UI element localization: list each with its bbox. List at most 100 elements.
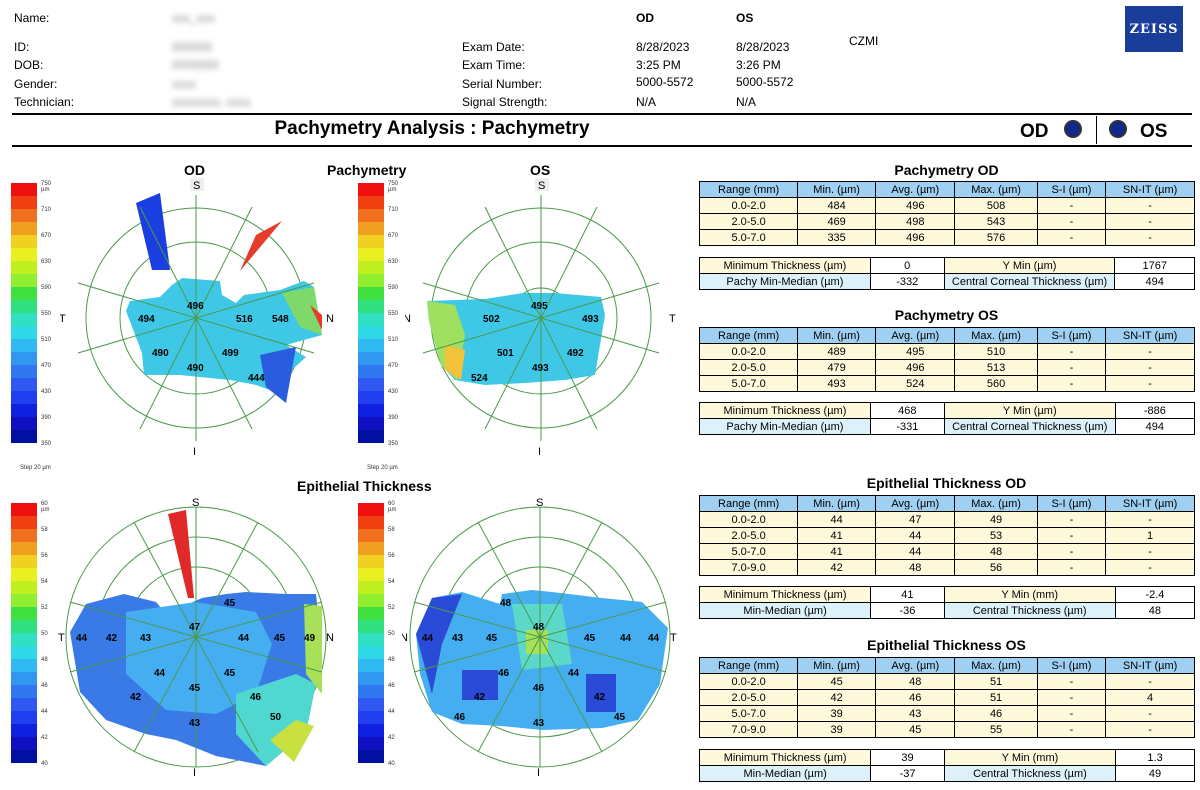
summary-value: 494	[1114, 418, 1196, 435]
table-cell: 42	[797, 689, 877, 706]
pachy-os-thickness-region	[427, 293, 605, 385]
table-cell: -	[1105, 229, 1195, 246]
pachy-os-value: 524	[471, 373, 488, 384]
colorbar-segment	[358, 365, 384, 378]
epi-od-value: 45	[189, 683, 201, 694]
pachy-os-table-title: Pachymetry OS	[894, 307, 999, 323]
colorbar-tick-label: 54	[41, 579, 48, 585]
table-cell: 496	[875, 197, 956, 214]
table-row: 7.0-9.0 42 48 56- -	[698, 559, 1195, 576]
pachy-od-hot-spot	[310, 305, 322, 330]
od-serial-number: 5000-5572	[636, 75, 694, 89]
od-indicator-dot	[1064, 120, 1082, 138]
colorbar-segment	[358, 594, 384, 607]
summary-value: 49	[1115, 765, 1195, 782]
epi-os-thin-region	[416, 594, 462, 694]
gender-value: xxxx	[172, 77, 196, 91]
table-cell: -	[1105, 721, 1195, 738]
colorbar-segment	[358, 737, 384, 750]
summary-label: Pachy Min-Median (µm)	[699, 273, 871, 290]
table-cell: -	[1036, 229, 1107, 246]
summary-row: Minimum Thickness (µm) 0 Y Min (µm) 1767	[699, 257, 1195, 274]
name-label: Name:	[14, 11, 50, 25]
epi-section-title: Epithelial Thickness	[297, 478, 432, 494]
table-cell: -	[1105, 705, 1195, 722]
colorbar-segment	[11, 672, 37, 685]
table-cell: -	[1036, 543, 1107, 560]
colorbar-segment	[358, 685, 384, 698]
colorbar-segment	[11, 222, 37, 235]
colorbar-tick-label: 470	[388, 363, 399, 369]
epi-od-table: Range (mm) Min. (µm) Avg. (µm) Max. (µm) S-I…	[698, 495, 1195, 576]
table-cell: 489	[797, 343, 877, 360]
epi-od-value: 45	[224, 598, 236, 609]
summary-value: 494	[1114, 273, 1195, 290]
summary-row: Pachy Min-Median (µm) -332 Central Corneal…	[699, 273, 1195, 290]
table-header-cell: S-I (µm)	[1036, 657, 1107, 674]
colorbar-segment	[358, 659, 384, 672]
table-header-cell: SN-IT (µm)	[1105, 495, 1195, 512]
summary-value: 1767	[1114, 257, 1195, 274]
pachy-os-value: 493	[532, 363, 549, 374]
table-cell: 48	[875, 673, 956, 690]
epi-os-map: S I N T 48 48 44 43 45 45 44 44 46 44 42…	[402, 497, 677, 779]
table-header-cell: Range (mm)	[698, 327, 799, 344]
table-row: 2.0-5.0 41 44 53-1	[698, 527, 1195, 544]
colorbar-tick-label: 46	[41, 683, 48, 689]
colorbar-segment	[11, 313, 37, 326]
epi-os-value: 42	[594, 692, 606, 703]
summary-label: Minimum Thickness (µm)	[699, 402, 871, 419]
summary-label: Central Corneal Thickness (µm)	[943, 418, 1116, 435]
colorbar-segment	[11, 196, 37, 209]
colorbar-tick-label: 750 µm	[388, 181, 399, 193]
table-cell: 479	[797, 359, 877, 376]
table-row: 0.0-2.0 45 48 51- -	[698, 673, 1195, 690]
dob-value: 0/0/0000	[172, 58, 219, 72]
table-cell: -	[1105, 359, 1195, 376]
summary-row: Pachy Min-Median (µm) -331 Central Corneal…	[699, 418, 1196, 435]
summary-row: Min-Median (µm) -36 Central Thickness (µm)…	[698, 602, 1196, 619]
table-cell: 56	[954, 559, 1038, 576]
epi-od-nasal-region	[304, 604, 322, 694]
pachy-od-thin-inferior	[260, 347, 296, 403]
pachy-os-colorbar: 750 µm 710 670 630 590 550 510 470 430 390 350	[358, 181, 398, 447]
colorbar-segment	[11, 555, 37, 568]
colorbar-segment	[358, 620, 384, 633]
epi-od-mid-region	[126, 602, 272, 714]
epi-od-value: 43	[140, 633, 152, 644]
epi-os-thin-spot	[462, 670, 498, 700]
summary-value: 1.3	[1115, 749, 1195, 766]
serial-number-label: Serial Number:	[462, 77, 543, 91]
table-header-cell: Max. (µm)	[954, 181, 1038, 198]
colorbar-segment	[11, 529, 37, 542]
epi-os-table-title: Epithelial Thickness OS	[867, 637, 1026, 653]
colorbar-tick-label: 58	[41, 527, 48, 533]
epi-od-center-value: 47	[189, 622, 201, 633]
table-cell: 496	[875, 229, 956, 246]
colorbar-tick-label: 710	[388, 207, 399, 213]
table-cell: 51	[954, 689, 1038, 706]
summary-label: Central Corneal Thickness (µm)	[943, 273, 1116, 290]
colorbar-tick-label: 44	[41, 709, 48, 715]
table-cell: 43	[875, 705, 956, 722]
colorbar-segment	[11, 417, 37, 430]
pachy-os-value: 502	[483, 314, 500, 325]
table-row: 5.0-7.0 41 44 48- -	[698, 543, 1195, 560]
colorbar-tick-label: 40	[41, 761, 48, 767]
summary-label: Pachy Min-Median (µm)	[699, 418, 871, 435]
summary-value: -886	[1114, 402, 1196, 419]
pachy-od-orient-n: N	[326, 313, 334, 325]
colorbar-segment	[358, 581, 384, 594]
table-cell: 2.0-5.0	[698, 527, 799, 544]
colorbar-segment	[358, 287, 384, 300]
table-cell: -	[1036, 721, 1107, 738]
table-cell: 576	[954, 229, 1038, 246]
colorbar-tick-label: 390	[41, 415, 52, 421]
colorbar-segment	[358, 542, 384, 555]
colorbar-tick-label: 54	[388, 579, 395, 585]
table-cell: 7.0-9.0	[698, 721, 799, 738]
colorbar-segment	[11, 300, 37, 313]
colorbar-segment	[358, 339, 384, 352]
colorbar-tick-label: 630	[41, 259, 52, 265]
table-cell: -	[1036, 705, 1107, 722]
